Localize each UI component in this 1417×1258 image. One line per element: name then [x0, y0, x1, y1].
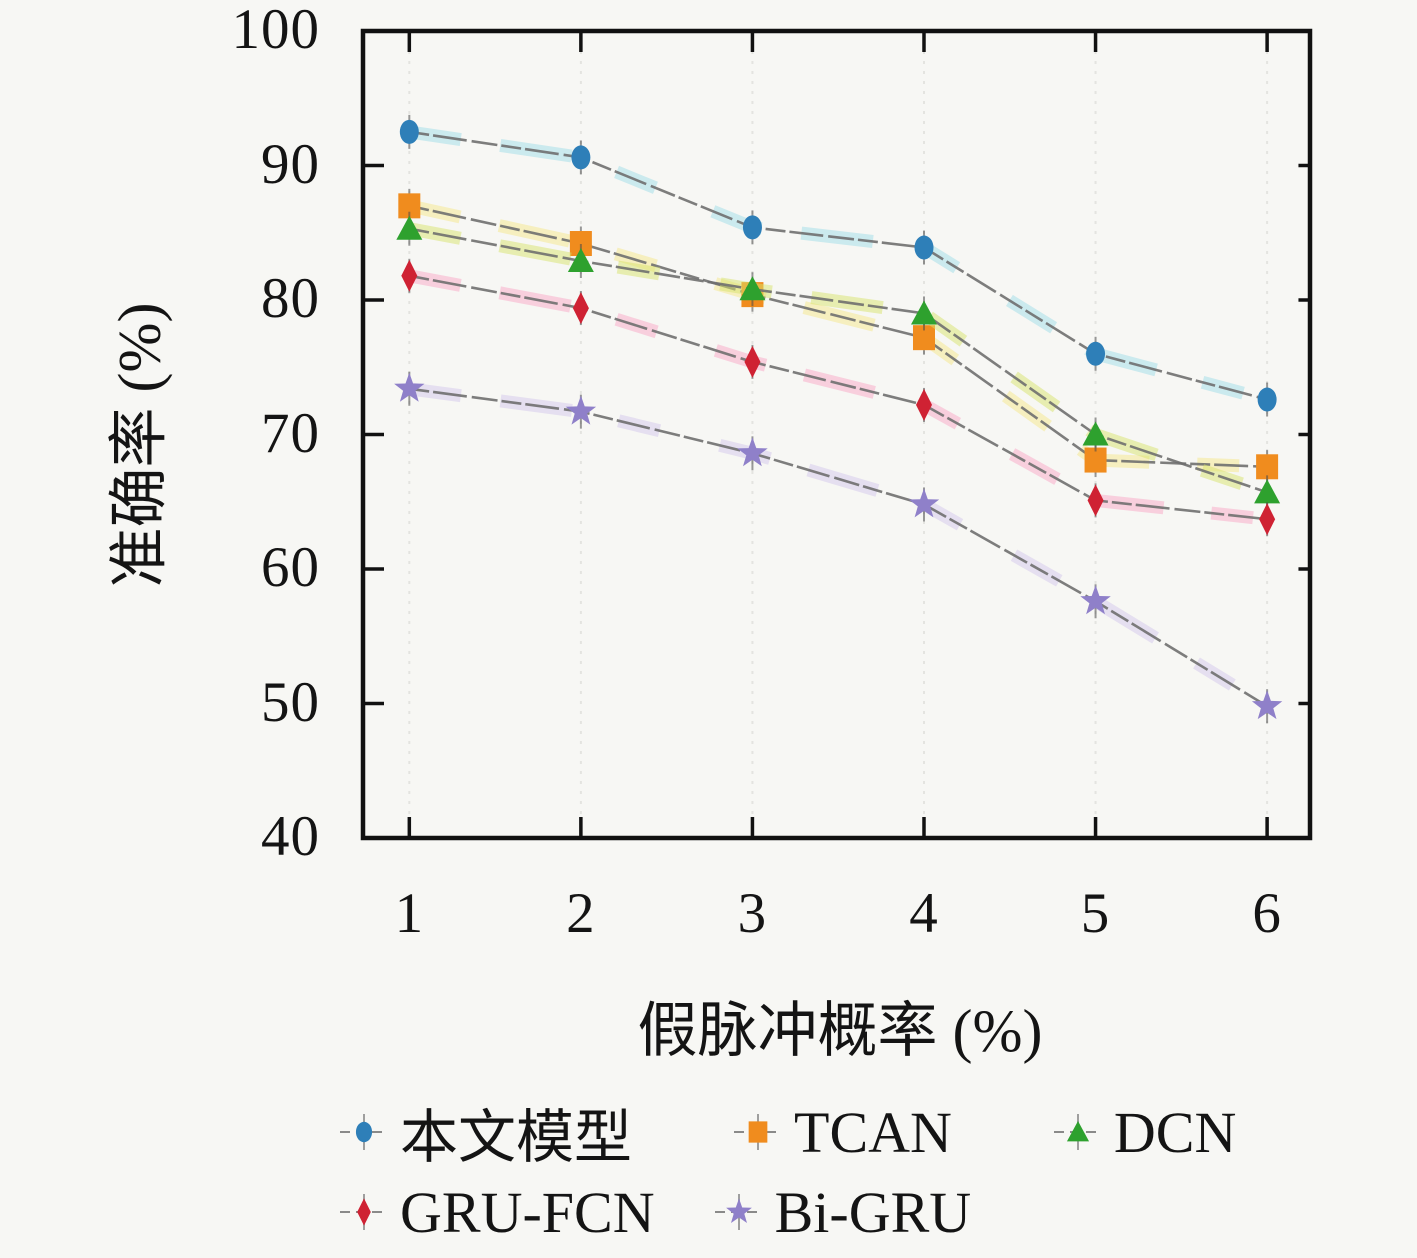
bi-gru-underlay-line: [408, 382, 1271, 712]
dcn-triangle-marker-icon: [1254, 479, 1281, 504]
y-tick-label-50: 50: [261, 670, 320, 734]
y-tick-label-90: 90: [261, 132, 320, 196]
gru-fcn-diamond-marker-icon: [1087, 484, 1104, 517]
bi-gru-star-marker-icon: [1080, 585, 1111, 615]
tcan-square-marker-icon: [912, 325, 935, 351]
gru-fcn-diamond-marker-icon: [1259, 503, 1276, 536]
tcan-legend-square-marker-icon: [734, 1114, 783, 1150]
tcan-square-marker-icon: [398, 193, 421, 219]
benwen-moxing-circle-marker-icon: [1086, 341, 1106, 366]
gru-fcn-line: [409, 274, 1268, 521]
benwen-moxing-circle-marker-icon: [399, 119, 419, 144]
bi-gru-star-marker-icon: [1251, 690, 1283, 720]
tcan-square-marker-icon: [569, 231, 592, 257]
benwen-moxing-line: [409, 130, 1268, 401]
bi-gru-star-marker-icon: [737, 437, 768, 467]
legend-label-dcn: DCN: [1113, 1099, 1237, 1165]
dcn-triangle-marker-icon: [567, 247, 594, 272]
tcan-line: [409, 204, 1268, 469]
legend-label-bi-gru: Bi-GRU: [774, 1179, 972, 1245]
y-tick-label-60: 60: [261, 536, 320, 599]
gru-fcn-diamond-marker-icon: [401, 259, 418, 292]
legend-item-bi-gru: Bi-GRU: [713, 1179, 972, 1246]
x-tick-label-2: 2: [566, 882, 596, 945]
x-axis-title: 假脉冲概率 (%): [637, 998, 1043, 1064]
y-tick-label-80: 80: [261, 267, 320, 330]
dcn-line: [409, 227, 1268, 494]
dcn-triangle-marker-icon: [910, 300, 937, 325]
tcan-square-marker-icon: [1084, 447, 1107, 473]
legend-label-tcan: TCAN: [794, 1099, 952, 1165]
y-tick-label-70: 70: [261, 401, 320, 465]
benwen-moxing-legend-circle-marker-icon: [340, 1114, 388, 1150]
gru-fcn-diamond-marker-icon: [915, 388, 932, 421]
legend-item-tcan: TCAN: [732, 1099, 952, 1166]
bi-gru-legend-star-glyph-icon: [725, 1198, 752, 1223]
y-tick-label-100: 100: [231, 0, 320, 61]
dcn-triangle-marker-icon: [739, 276, 766, 301]
x-tick-label-5: 5: [1080, 882, 1111, 945]
bi-gru-star-marker-icon: [908, 488, 940, 518]
bi-gru-star-marker-icon: [565, 395, 597, 425]
dcn-legend-triangle-glyph-icon: [1066, 1120, 1089, 1142]
x-tick-label-6: 6: [1252, 882, 1282, 945]
benwen-moxing-circle-marker-icon: [914, 235, 934, 260]
benwen-moxing-circle-marker-icon: [571, 145, 591, 170]
gru-fcn-legend-diamond-glyph-icon: [357, 1198, 371, 1226]
dcn-triangle-marker-icon: [1082, 421, 1109, 446]
legend-item-dcn: DCN: [1052, 1099, 1236, 1166]
benwen-moxing-circle-marker-icon: [742, 215, 762, 240]
legend-row-2: GRU-FCN Bi-GRU: [338, 1166, 971, 1258]
legend-label-gru-fcn: GRU-FCN: [400, 1179, 655, 1245]
gru-fcn-diamond-marker-icon: [572, 292, 589, 325]
y-tick-label-40: 40: [261, 805, 320, 868]
bi-gru-star-marker-icon: [394, 372, 425, 402]
x-tick-label-1: 1: [394, 882, 425, 945]
gru-fcn-legend-diamond-marker-icon: [340, 1194, 388, 1230]
x-tick-label-3: 3: [737, 882, 768, 945]
legend-label-benwen-moxing: 本文模型: [400, 1105, 633, 1170]
legend-row-1: 本文模型 TCAN DCN: [338, 1086, 1236, 1178]
tcan-underlay-line: [407, 199, 1268, 474]
dcn-legend-triangle-marker-icon: [1053, 1114, 1102, 1150]
tcan-square-marker-icon: [1256, 454, 1279, 480]
benwen-moxing-legend-circle-glyph-icon: [355, 1121, 373, 1143]
bi-gru-line: [409, 387, 1268, 708]
x-tick-label-4: 4: [909, 882, 939, 945]
legend-item-benwen-moxing: 本文模型: [338, 1090, 632, 1174]
bi-gru-legend-star-marker-icon: [714, 1194, 763, 1230]
dcn-triangle-marker-icon: [396, 215, 423, 240]
gru-fcn-diamond-marker-icon: [744, 345, 761, 378]
tcan-legend-square-glyph-icon: [748, 1121, 768, 1143]
benwen-moxing-underlay-line: [408, 125, 1269, 406]
benwen-moxing-circle-marker-icon: [1257, 387, 1277, 412]
legend-item-gru-fcn: GRU-FCN: [338, 1179, 655, 1246]
